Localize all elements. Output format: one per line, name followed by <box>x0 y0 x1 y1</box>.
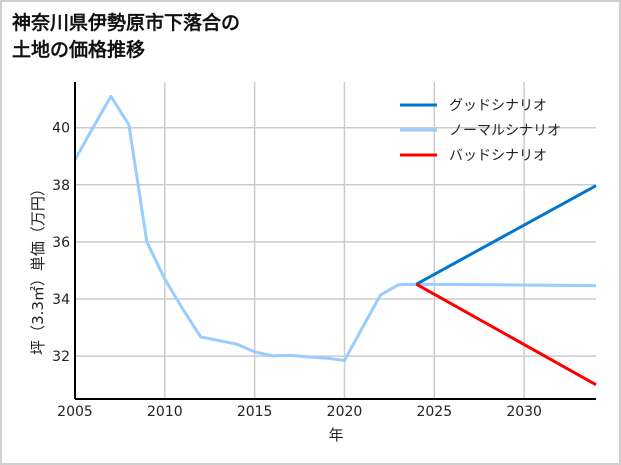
y-tick-label: 34 <box>52 292 70 308</box>
tick-labels: 2005 2010 2015 2020 2025 2030 32 34 36 38 40 <box>52 121 542 420</box>
x-tick-label: 2025 <box>416 404 452 420</box>
series-line-1 <box>73 94 597 362</box>
x-tick-label: 2005 <box>57 404 93 420</box>
x-tick-label: 2030 <box>506 404 542 420</box>
x-tick-label: 2010 <box>147 404 183 420</box>
y-tick-label: 36 <box>52 235 70 251</box>
x-axis-label: 年 <box>328 426 343 444</box>
y-tick-label: 40 <box>52 121 70 137</box>
y-tick-label: 32 <box>52 349 70 365</box>
y-axis-label: 坪（3.3㎡）単価（万円） <box>29 181 47 355</box>
legend-label: バッドシナリオ <box>449 148 547 164</box>
x-tick-label: 2020 <box>327 404 363 420</box>
series-lines <box>73 94 597 387</box>
x-tick-label: 2015 <box>237 404 273 420</box>
legend-label: ノーマルシナリオ <box>449 123 561 139</box>
axes <box>74 82 596 400</box>
chart-title: 神奈川県伊勢原市下落合の 土地の価格推移 <box>12 12 241 61</box>
y-tick-label: 38 <box>52 178 70 194</box>
series-line-2 <box>415 282 597 387</box>
legend-label: グッドシナリオ <box>449 98 547 114</box>
series-line-0 <box>415 184 597 286</box>
